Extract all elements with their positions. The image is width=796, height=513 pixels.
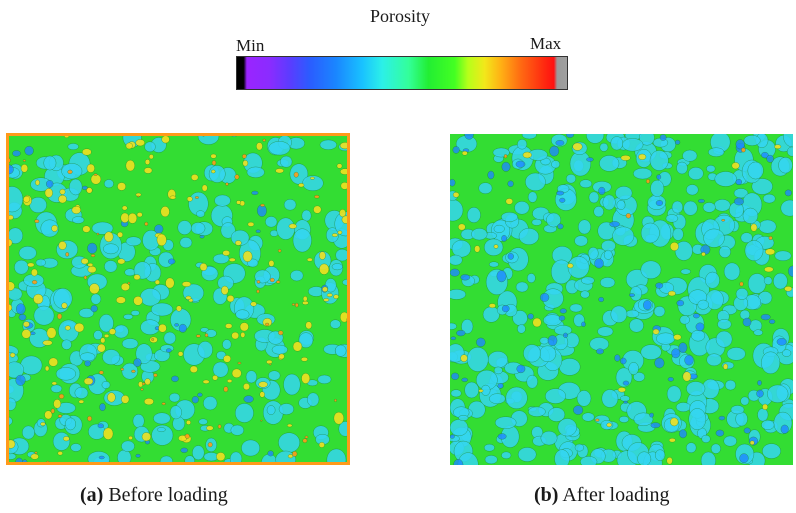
caption-tag-a: (a) — [80, 484, 104, 506]
porosity-contour-after — [450, 134, 793, 465]
colorbar-min-label: Min — [236, 36, 265, 55]
caption-tag-b: (b) — [534, 484, 559, 506]
caption-after-loading: (b) After loading — [534, 484, 670, 507]
colorbar-max-label: Max — [530, 34, 562, 53]
high-porosity-spots — [6, 133, 350, 462]
colorbar-title: Porosity — [369, 6, 430, 26]
porosity-map-before-loading — [6, 133, 350, 465]
high-porosity-spots — [452, 142, 793, 465]
caption-before-loading: (a) Before loading — [80, 484, 228, 507]
highest-porosity-spots — [6, 134, 337, 465]
lowest-porosity-spots — [6, 145, 329, 465]
lowest-porosity-spots — [450, 134, 793, 465]
low-porosity-regions — [450, 134, 793, 465]
caption-text-a: Before loading — [108, 484, 228, 506]
caption-text-b: After loading — [562, 484, 670, 506]
porosity-contour-before — [6, 133, 350, 465]
porosity-colorbar — [236, 56, 568, 90]
porosity-map-after-loading — [450, 134, 793, 465]
edge-high-porosity — [6, 133, 350, 465]
highest-porosity-spots — [503, 147, 773, 422]
